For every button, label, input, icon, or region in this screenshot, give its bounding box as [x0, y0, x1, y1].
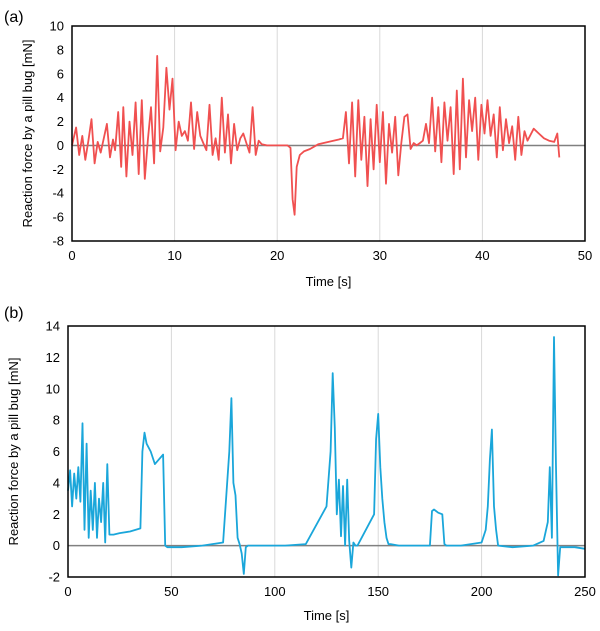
x-axis-label: Time [s] [304, 608, 350, 623]
y-tick-label: 6 [57, 66, 64, 81]
y-tick-label: 0 [57, 138, 64, 153]
x-tick-label: 150 [367, 584, 389, 599]
x-tick-label: 40 [475, 248, 489, 263]
panel-label: (b) [4, 305, 24, 322]
x-tick-label: 0 [68, 248, 75, 263]
x-tick-label: 20 [270, 248, 284, 263]
y-tick-label: 12 [46, 350, 60, 365]
y-tick-label: 0 [53, 538, 60, 553]
y-tick-label: 4 [57, 90, 64, 105]
y-axis-label: Reaction force by a pill bug [mN] [6, 358, 21, 546]
y-tick-label: -4 [52, 186, 64, 201]
y-tick-label: 10 [50, 19, 64, 34]
x-tick-label: 10 [167, 248, 181, 263]
x-tick-label: 200 [471, 584, 493, 599]
y-tick-label: -2 [52, 162, 64, 177]
y-tick-label: 4 [53, 475, 60, 490]
y-axis-label: Reaction force by a pill bug [mN] [20, 40, 35, 228]
y-tick-label: -8 [52, 234, 64, 249]
chart-panel-a: -8 -6 -4 -2 0 2 4 6 8 10 0 10 20 30 40 50 Time [s] Reacti… [4, 9, 592, 289]
x-tick-label: 50 [164, 584, 178, 599]
y-tick-label: 8 [53, 413, 60, 428]
y-tick-label: -2 [48, 570, 60, 585]
y-tick-label: 6 [53, 444, 60, 459]
y-tick-label: 2 [53, 507, 60, 522]
x-axis-label: Time [s] [306, 274, 352, 289]
x-tick-label: 30 [373, 248, 387, 263]
x-tick-label: 250 [574, 584, 596, 599]
chart-panel-b: -2 0 2 4 6 8 10 12 14 0 50 100 150 200 250 Time [s] Reac… [4, 305, 596, 623]
plot-frame [67, 325, 586, 578]
y-tick-label: 10 [46, 381, 60, 396]
y-tick-label: 2 [57, 114, 64, 129]
panel-label: (a) [4, 9, 24, 26]
series-line [67, 336, 586, 577]
y-tick-label: 14 [46, 319, 60, 334]
plot-frame [71, 25, 586, 242]
x-tick-label: 0 [64, 584, 71, 599]
x-tick-label: 50 [578, 248, 592, 263]
y-tick-label: 8 [57, 42, 64, 57]
series-line [71, 55, 561, 216]
x-tick-label: 100 [264, 584, 286, 599]
y-tick-label: -6 [52, 210, 64, 225]
